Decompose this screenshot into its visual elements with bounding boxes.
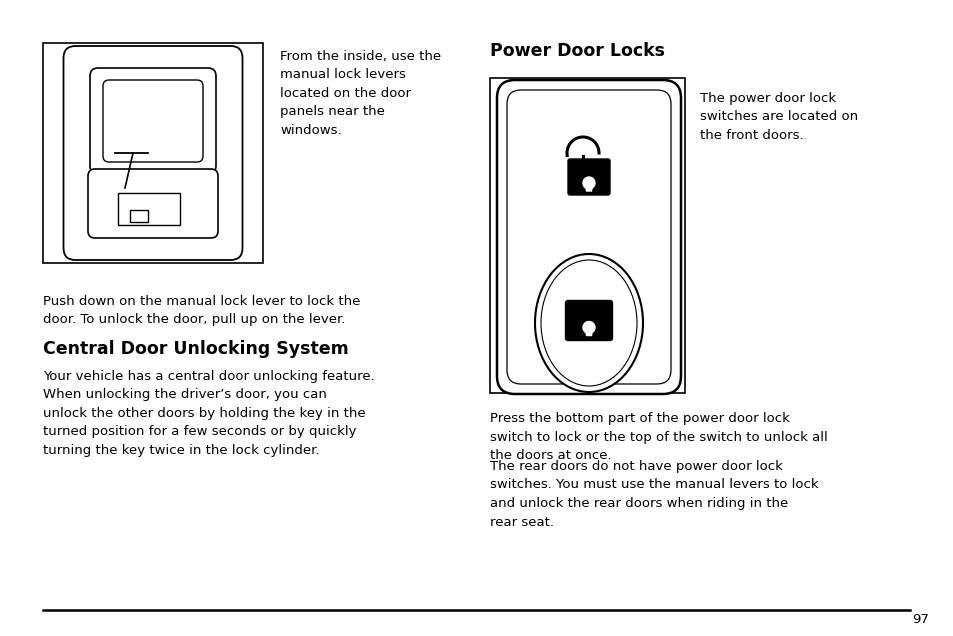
FancyBboxPatch shape — [130, 210, 148, 222]
Text: Press the bottom part of the power door lock
switch to lock or the top of the sw: Press the bottom part of the power door … — [490, 412, 827, 462]
Text: Push down on the manual lock lever to lock the
door. To unlock the door, pull up: Push down on the manual lock lever to lo… — [43, 295, 360, 326]
Text: Your vehicle has a central door unlocking feature.
When unlocking the driver’s d: Your vehicle has a central door unlockin… — [43, 370, 375, 457]
Bar — [43, 43, 263, 263]
FancyBboxPatch shape — [565, 300, 612, 340]
FancyBboxPatch shape — [506, 90, 670, 384]
Circle shape — [582, 177, 595, 189]
Polygon shape — [584, 324, 593, 336]
FancyBboxPatch shape — [497, 80, 680, 394]
Circle shape — [582, 322, 595, 333]
Text: The power door lock
switches are located on
the front doors.: The power door lock switches are located… — [700, 92, 858, 142]
FancyBboxPatch shape — [88, 169, 218, 238]
FancyBboxPatch shape — [118, 193, 180, 225]
FancyBboxPatch shape — [64, 46, 242, 260]
FancyBboxPatch shape — [103, 80, 203, 162]
FancyBboxPatch shape — [90, 68, 215, 174]
Text: From the inside, use the
manual lock levers
located on the door
panels near the
: From the inside, use the manual lock lev… — [280, 50, 440, 137]
Ellipse shape — [535, 254, 642, 392]
Polygon shape — [584, 179, 593, 191]
Text: Power Door Locks: Power Door Locks — [490, 42, 664, 60]
FancyBboxPatch shape — [567, 159, 609, 195]
Text: The rear doors do not have power door lock
switches. You must use the manual lev: The rear doors do not have power door lo… — [490, 460, 818, 529]
Text: 97: 97 — [911, 613, 928, 626]
Text: Central Door Unlocking System: Central Door Unlocking System — [43, 340, 349, 358]
Bar — [490, 78, 684, 393]
Ellipse shape — [540, 260, 637, 386]
